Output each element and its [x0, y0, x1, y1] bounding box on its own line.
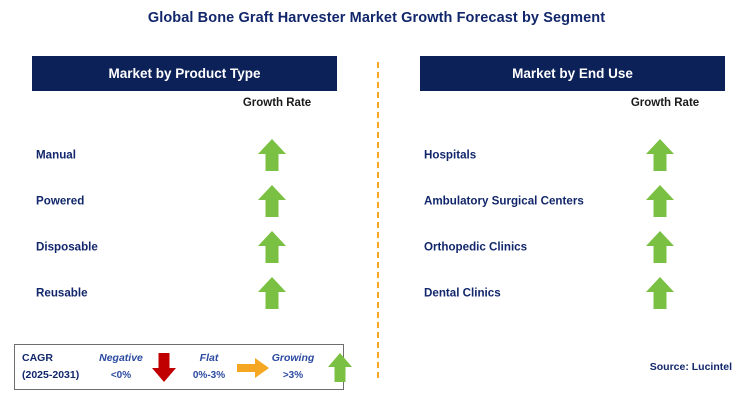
legend-item-flat-label: Flat [199, 352, 219, 364]
panel-market-by-end-use: Market by End Use Growth Rate Hospitals … [420, 56, 725, 309]
table-row: Powered [32, 178, 337, 224]
table-row: Orthopedic Clinics [420, 224, 725, 270]
page-title: Global Bone Graft Harvester Market Growt… [147, 10, 606, 26]
arrow-up-icon [257, 138, 287, 172]
legend-item-flat-range: 0%-3% [192, 370, 226, 381]
arrow-up-icon [257, 184, 287, 218]
arrow-up-icon [645, 230, 675, 264]
segment-rows-product-type: Manual Powered Disposable Reusable [32, 132, 337, 316]
growth-rate-column-label-product-type: Growth Rate [242, 97, 312, 109]
table-row: Manual [32, 132, 337, 178]
legend-item-growing-range: >3% [282, 370, 304, 381]
table-row: Hospitals [420, 132, 725, 178]
segment-rows-end-use: Hospitals Ambulatory Surgical Centers Or… [420, 132, 725, 316]
table-row: Reusable [32, 270, 337, 316]
arrow-right-icon [236, 357, 270, 379]
legend-cagr-period: (2025-2031) [22, 369, 80, 381]
legend-item-negative: Negative <0% [91, 350, 151, 384]
table-row: Disposable [32, 224, 337, 270]
legend-item-growing: Growing >3% [260, 350, 326, 384]
legend-item-negative-range: <0% [110, 370, 132, 381]
arrow-up-icon [645, 184, 675, 218]
panel-header-product-type: Market by Product Type [32, 56, 337, 91]
source-attribution: Source: Lucintel [649, 361, 732, 373]
panel-market-by-product-type: Market by Product Type Growth Rate Manua… [32, 56, 337, 309]
arrow-up-icon [645, 276, 675, 310]
legend-item-negative-label: Negative [99, 352, 143, 364]
legend-item-growing-label: Growing [271, 352, 315, 364]
segment-label: Powered [36, 194, 85, 208]
legend-item-flat: Flat 0%-3% [178, 350, 240, 384]
segment-label: Hospitals [424, 148, 477, 162]
arrow-up-icon [327, 352, 353, 383]
legend-cagr-title: CAGR [22, 352, 53, 364]
growth-rate-column-label-end-use: Growth Rate [630, 97, 700, 109]
arrow-up-icon [257, 276, 287, 310]
segment-label: Ambulatory Surgical Centers [424, 194, 584, 208]
legend: CAGR (2025-2031) Negative <0% Flat 0%-3%… [14, 344, 352, 390]
vertical-dashed-divider [377, 62, 379, 378]
arrow-up-icon [645, 138, 675, 172]
table-row: Dental Clinics [420, 270, 725, 316]
panel-header-end-use: Market by End Use [420, 56, 725, 91]
segment-label: Disposable [36, 240, 98, 254]
table-row: Ambulatory Surgical Centers [420, 178, 725, 224]
segment-label: Manual [36, 148, 76, 162]
segment-label: Dental Clinics [424, 286, 501, 300]
segment-label: Reusable [36, 286, 88, 300]
arrow-up-icon [257, 230, 287, 264]
segment-label: Orthopedic Clinics [424, 240, 528, 254]
legend-cagr-title-block: CAGR (2025-2031) [22, 350, 79, 384]
arrow-down-icon [151, 352, 177, 383]
